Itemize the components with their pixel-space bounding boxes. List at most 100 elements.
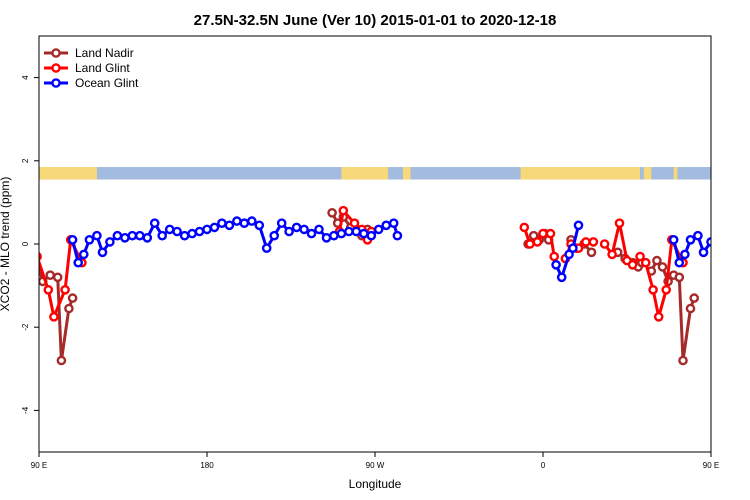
data-point bbox=[127, 230, 138, 241]
data-point bbox=[674, 257, 685, 268]
x-tick-label: 90 W bbox=[366, 461, 385, 470]
data-point bbox=[79, 249, 89, 260]
x-tick-label: 90 E bbox=[703, 461, 719, 470]
data-point bbox=[92, 230, 102, 241]
y-tick-label: -4 bbox=[21, 406, 30, 414]
data-point bbox=[614, 218, 625, 228]
data-point bbox=[640, 257, 651, 268]
data-point bbox=[217, 218, 227, 228]
data-point bbox=[381, 220, 392, 231]
data-point bbox=[239, 218, 250, 228]
x-tick-label: 180 bbox=[200, 461, 214, 470]
data-point bbox=[194, 226, 205, 237]
data-point bbox=[112, 230, 123, 241]
data-point bbox=[254, 220, 265, 231]
data-point bbox=[261, 243, 272, 253]
data-point bbox=[179, 230, 190, 241]
data-point bbox=[745, 234, 750, 241]
data-point bbox=[142, 232, 153, 243]
data-point bbox=[648, 284, 658, 295]
data-point bbox=[105, 237, 115, 247]
x-tick-label: 90 E bbox=[31, 461, 47, 470]
land-band-segment bbox=[39, 167, 97, 180]
data-point bbox=[685, 234, 696, 245]
data-point bbox=[657, 262, 668, 272]
land-band-segment bbox=[673, 167, 678, 180]
data-point bbox=[635, 251, 645, 262]
data-point bbox=[246, 216, 257, 226]
data-point bbox=[84, 234, 95, 245]
data-point bbox=[538, 228, 548, 239]
data-point bbox=[525, 239, 535, 249]
series-layer bbox=[39, 205, 750, 366]
data-point bbox=[388, 218, 399, 228]
data-point bbox=[120, 232, 130, 243]
data-point bbox=[284, 226, 294, 237]
data-point bbox=[715, 232, 722, 239]
data-point bbox=[607, 249, 617, 260]
data-point bbox=[661, 284, 672, 295]
data-point bbox=[581, 237, 591, 247]
data-point bbox=[532, 237, 543, 247]
series-land-glint bbox=[39, 205, 688, 322]
data-point bbox=[685, 303, 696, 314]
data-point bbox=[232, 216, 242, 226]
data-point bbox=[157, 230, 167, 241]
legend-marker bbox=[51, 78, 61, 88]
data-point bbox=[224, 220, 235, 231]
legend-label: Ocean Glint bbox=[75, 76, 139, 90]
data-point bbox=[627, 259, 638, 270]
data-point bbox=[599, 239, 610, 249]
legend-label: Land Glint bbox=[75, 61, 130, 75]
data-point bbox=[306, 228, 317, 239]
chart-title: 27.5N-32.5N June (Ver 10) 2015-01-01 to … bbox=[194, 12, 557, 29]
y-axis-label: XCO2 - MLO trend (ppm) bbox=[0, 177, 12, 312]
land-band-segment bbox=[341, 167, 389, 180]
data-point bbox=[568, 243, 578, 253]
series-ocean-glint bbox=[67, 216, 750, 283]
data-point bbox=[722, 234, 729, 241]
data-point bbox=[573, 220, 584, 231]
land-band-segment bbox=[403, 167, 411, 180]
plot-frame bbox=[38, 35, 712, 453]
y-tick-label: 4 bbox=[21, 75, 30, 80]
data-point bbox=[588, 237, 599, 247]
legend-item: Ocean Glint bbox=[44, 76, 139, 90]
data-point bbox=[299, 224, 309, 235]
data-point bbox=[60, 284, 70, 295]
data-point bbox=[392, 230, 403, 241]
data-point bbox=[549, 251, 560, 262]
data-point bbox=[329, 230, 339, 241]
data-point bbox=[556, 272, 567, 283]
data-point bbox=[351, 226, 362, 237]
x-axis-label: Longitude bbox=[349, 477, 402, 491]
y-tick-label: -2 bbox=[21, 323, 30, 331]
data-point bbox=[336, 228, 347, 239]
y-tick-label: 2 bbox=[21, 158, 30, 163]
data-point bbox=[134, 230, 145, 241]
data-point bbox=[56, 355, 67, 366]
data-point bbox=[172, 226, 182, 237]
data-point bbox=[674, 272, 685, 283]
data-point bbox=[39, 251, 41, 258]
legend-marker bbox=[51, 63, 61, 73]
y-tick-label: 0 bbox=[21, 241, 30, 246]
data-point bbox=[730, 232, 737, 239]
data-point bbox=[45, 270, 56, 281]
data-point bbox=[338, 205, 349, 216]
data-point bbox=[706, 237, 711, 247]
data-point bbox=[67, 293, 78, 303]
data-point bbox=[187, 228, 197, 239]
x-axis: 90 E 180 90 W 0 90 E bbox=[31, 452, 719, 470]
data-point bbox=[344, 226, 354, 237]
data-point bbox=[652, 255, 662, 266]
legend-item: Land Glint bbox=[44, 61, 130, 75]
data-point bbox=[49, 311, 59, 322]
data-point bbox=[209, 222, 220, 233]
data-point bbox=[269, 230, 280, 241]
data-point bbox=[39, 252, 42, 261]
data-point bbox=[64, 303, 74, 314]
x-tick-label: 0 bbox=[541, 461, 546, 470]
legend-item: Land Nadir bbox=[44, 46, 134, 60]
land-ocean-band bbox=[39, 167, 711, 180]
